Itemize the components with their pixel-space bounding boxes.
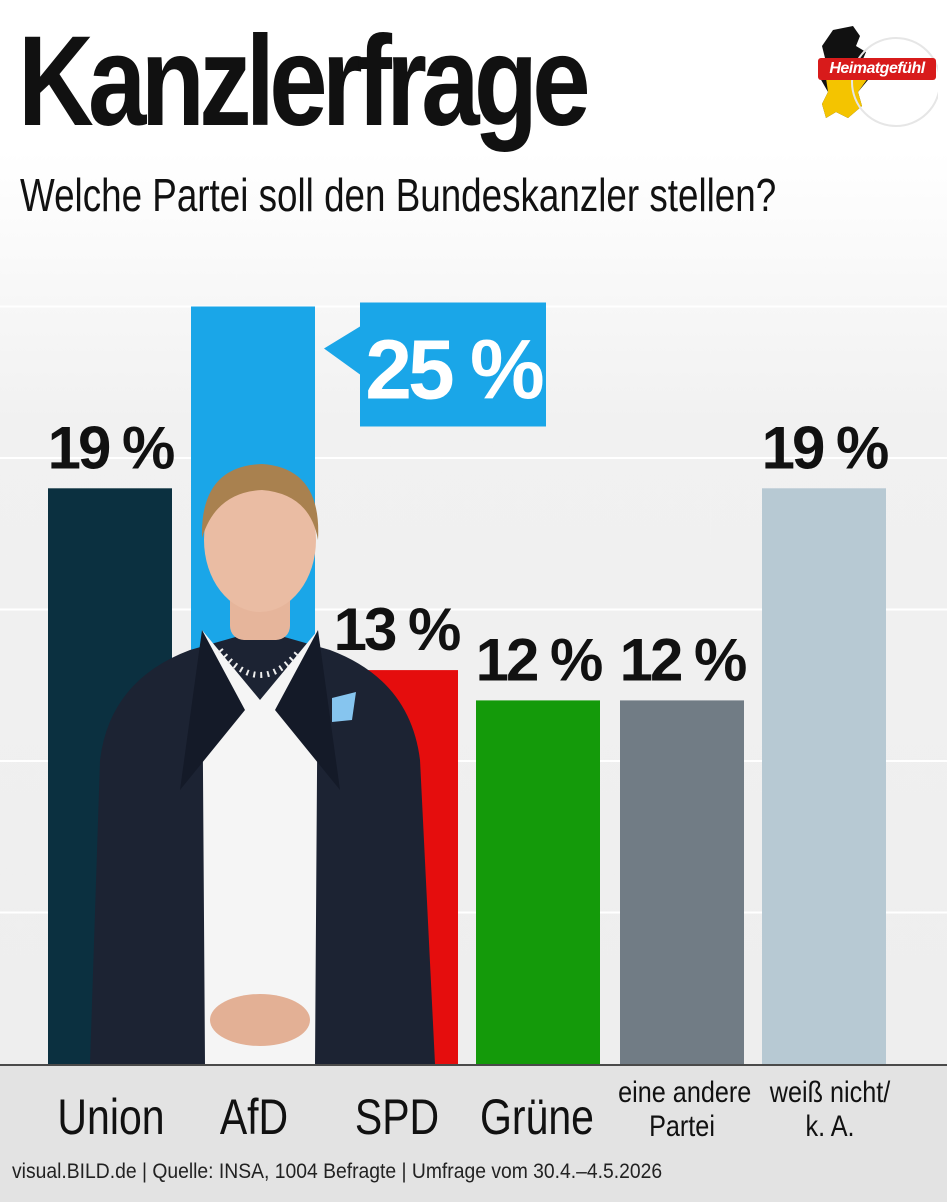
category-axis-band — [0, 1064, 947, 1202]
label-weissnicht-line2: k. A. — [805, 1110, 855, 1143]
bar-weissnicht — [762, 488, 886, 1064]
value-label-andere: 12 % — [620, 626, 746, 693]
value-label-spd: 13 % — [334, 596, 460, 663]
chart-title: Kanzlerfrage — [18, 10, 591, 153]
bar-gruene — [476, 700, 600, 1064]
label-weissnicht-line1: weiß nicht/ — [769, 1076, 891, 1109]
label-weissnicht: weiß nicht/ k. A. — [767, 1076, 893, 1144]
bar-andere — [620, 700, 744, 1064]
value-label-union: 19 % — [48, 414, 174, 481]
value-label-gruene: 12 % — [476, 626, 602, 693]
value-callout-afd — [324, 302, 546, 427]
logo-text: Heimatgefühl — [818, 58, 936, 80]
label-spd: SPD — [354, 1089, 440, 1145]
chart-subtitle: Welche Partei soll den Bundeskanzler ste… — [20, 169, 777, 221]
value-label-weissnicht: 19 % — [762, 414, 888, 481]
label-union: Union — [57, 1089, 165, 1145]
label-gruene: Grüne — [480, 1089, 594, 1145]
label-andere: eine andere Partei — [618, 1076, 752, 1144]
value-label-afd: 25 % — [365, 323, 543, 417]
label-afd: AfD — [219, 1089, 289, 1145]
candidate-portrait — [90, 464, 435, 1064]
source-footer: visual.BILD.de | Quelle: INSA, 1004 Befr… — [12, 1160, 663, 1183]
label-andere-line2: Partei — [649, 1110, 715, 1143]
label-andere-line1: eine andere — [618, 1076, 752, 1109]
